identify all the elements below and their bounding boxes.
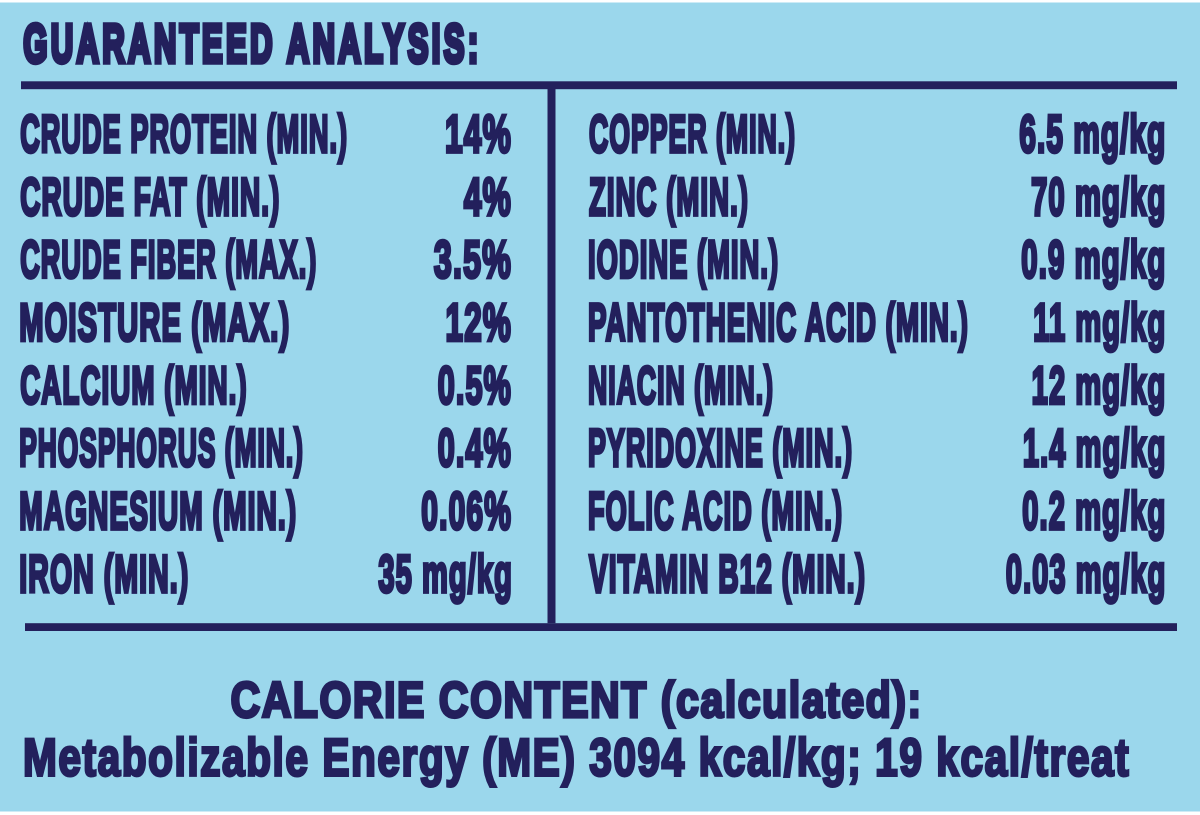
svg-text:IRON (MIN.): IRON (MIN.) [19,545,189,603]
svg-text:12%: 12% [446,294,512,352]
svg-text:CRUDE FAT (MIN.): CRUDE FAT (MIN.) [20,167,280,226]
svg-text:11 mg/kg: 11 mg/kg [1033,295,1166,353]
svg-text:0.4%: 0.4% [438,420,512,479]
svg-text:14%: 14% [445,106,512,164]
svg-text:Metabolizable Energy (ME) 3094: Metabolizable Energy (ME) 3094 kcal/kg; … [23,728,1130,787]
svg-text:ZINC (MIN.): ZINC (MIN.) [589,167,749,226]
svg-text:0.5%: 0.5% [438,357,512,416]
svg-text:CRUDE FIBER (MAX.): CRUDE FIBER (MAX.) [20,230,317,289]
svg-text:IODINE (MIN.): IODINE (MIN.) [588,230,779,289]
svg-text:GUARANTEED ANALYSIS:: GUARANTEED ANALYSIS: [23,14,481,74]
svg-text:0.2 mg/kg: 0.2 mg/kg [1022,483,1166,541]
svg-text:MAGNESIUM (MIN.): MAGNESIUM (MIN.) [19,482,297,541]
svg-text:MOISTURE (MAX.): MOISTURE (MAX.) [19,293,290,352]
svg-text:3.5%: 3.5% [434,232,512,290]
svg-text:35 mg/kg: 35 mg/kg [378,546,513,604]
svg-text:COPPER (MIN.): COPPER (MIN.) [589,104,796,163]
svg-text:NIACIN (MIN.): NIACIN (MIN.) [588,355,774,414]
svg-text:70 mg/kg: 70 mg/kg [1031,168,1166,227]
svg-text:PYRIDOXINE (MIN.): PYRIDOXINE (MIN.) [588,418,853,477]
svg-text:CALORIE CONTENT (calculated):: CALORIE CONTENT (calculated): [231,671,923,728]
svg-text:PHOSPHORUS (MIN.): PHOSPHORUS (MIN.) [19,418,304,477]
svg-text:4%: 4% [464,169,512,227]
svg-text:CALCIUM (MIN.): CALCIUM (MIN.) [20,356,247,415]
svg-text:FOLIC ACID (MIN.): FOLIC ACID (MIN.) [588,481,843,540]
svg-text:VITAMIN B12 (MIN.): VITAMIN B12 (MIN.) [589,544,866,603]
svg-text:0.9 mg/kg: 0.9 mg/kg [1021,231,1166,290]
svg-text:1.4 mg/kg: 1.4 mg/kg [1023,419,1167,477]
svg-text:12 mg/kg: 12 mg/kg [1032,357,1167,415]
svg-text:CRUDE PROTEIN (MIN.): CRUDE PROTEIN (MIN.) [20,104,348,163]
svg-text:0.03 mg/kg: 0.03 mg/kg [1006,545,1167,603]
svg-text:PANTOTHENIC ACID (MIN.): PANTOTHENIC ACID (MIN.) [588,293,969,352]
svg-text:6.5 mg/kg: 6.5 mg/kg [1019,105,1166,164]
svg-text:0.06%: 0.06% [421,482,512,541]
